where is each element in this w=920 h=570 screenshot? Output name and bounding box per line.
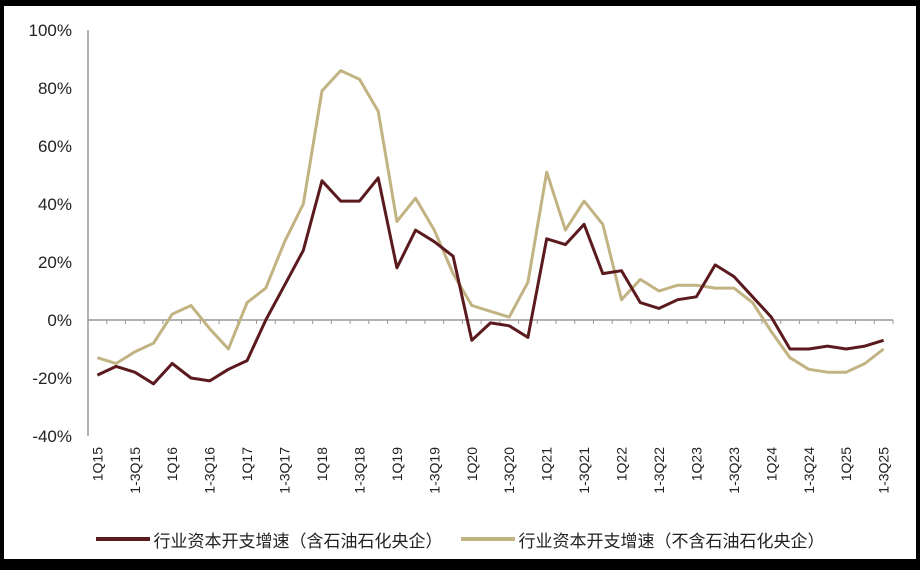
y-tick-label: 60%	[38, 137, 72, 156]
y-tick-label: -20%	[32, 369, 72, 388]
x-tick-label: 1-3Q25	[876, 447, 892, 494]
x-tick-label: 1Q16	[164, 447, 180, 481]
x-tick-label: 1Q18	[314, 447, 330, 481]
x-axis: 1Q15 1-3Q15 1Q16 1-3Q16 1Q17 1-3Q17 1Q18 1-3Q18…	[87, 319, 894, 494]
legend-swatch-light	[460, 537, 515, 541]
x-tick-label: 1Q20	[464, 447, 480, 481]
y-tick-label: 20%	[38, 253, 72, 272]
x-tick-label: 1Q24	[763, 447, 779, 481]
legend-item-incl-petro: 行业资本开支增速（含石油石化央企）	[95, 527, 443, 552]
x-tick-label: 1-3Q24	[801, 447, 817, 494]
series-line	[96, 69, 885, 374]
x-tick-label: 1-3Q16	[202, 447, 218, 494]
x-tick-label: 1-3Q18	[351, 447, 367, 494]
legend: 行业资本开支增速（含石油石化央企） 行业资本开支增速（不含石油石化央企）	[0, 522, 920, 556]
x-tick-label: 1-3Q19	[426, 447, 442, 494]
legend-label: 行业资本开支增速（含石油石化央企）	[153, 531, 443, 552]
x-tick-label: 1Q19	[389, 447, 405, 481]
y-axis: 100% 80% 60% 40% 20% 0% -20% -40%	[29, 21, 89, 446]
series-line	[96, 176, 885, 386]
y-tick-label: -40%	[32, 427, 72, 446]
x-tick-label: 1-3Q22	[651, 447, 667, 494]
x-tick-label: 1-3Q15	[127, 447, 143, 494]
legend-swatch-dark	[95, 537, 150, 541]
legend-item-excl-petro: 行业资本开支增速（不含石油石化央企）	[460, 527, 825, 552]
y-tick-label: 100%	[29, 21, 72, 40]
line-chart: 100%80%60%40%20%0%-20%-40% 1Q15 1-3Q15 1Q1…	[29, 21, 894, 494]
x-tick-label: 1Q25	[838, 447, 854, 481]
x-tick-label: 1-3Q20	[501, 447, 517, 494]
x-tick-label: 1Q22	[614, 447, 630, 481]
x-tick-label: 1-3Q21	[576, 447, 592, 494]
y-tick-label: 80%	[38, 79, 72, 98]
x-tick-label: 1Q17	[239, 447, 255, 481]
y-tick-label: 0%	[47, 311, 72, 330]
y-tick-label: 40%	[38, 195, 72, 214]
x-tick-label: 1Q21	[539, 447, 555, 481]
x-tick-label: 1Q15	[89, 447, 105, 481]
x-tick-label: 1-3Q23	[726, 447, 742, 494]
series-lines	[96, 69, 885, 386]
x-tick-label: 1-3Q17	[277, 447, 293, 494]
x-tick-label: 1Q23	[688, 447, 704, 481]
legend-label: 行业资本开支增速（不含石油石化央企）	[518, 531, 825, 552]
